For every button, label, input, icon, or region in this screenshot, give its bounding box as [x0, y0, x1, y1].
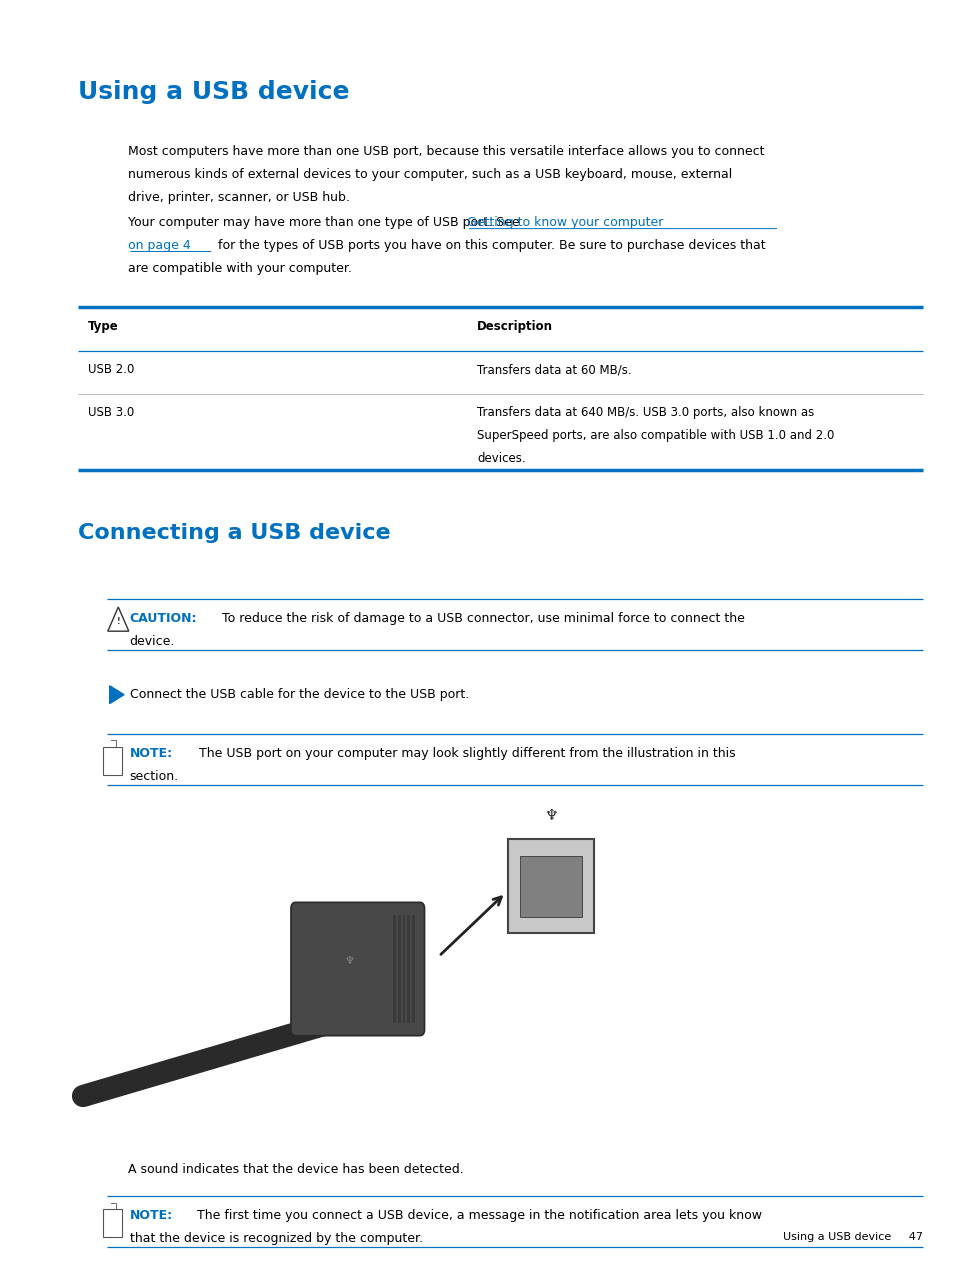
- Text: Most computers have more than one USB port, because this versatile interface all: Most computers have more than one USB po…: [128, 145, 763, 157]
- FancyBboxPatch shape: [103, 747, 122, 775]
- Text: The USB port on your computer may look slightly different from the illustration : The USB port on your computer may look s…: [187, 747, 735, 759]
- Polygon shape: [110, 686, 124, 704]
- Text: Using a USB device     47: Using a USB device 47: [782, 1232, 923, 1242]
- FancyBboxPatch shape: [507, 839, 594, 933]
- Text: Getting to know your computer: Getting to know your computer: [466, 216, 662, 229]
- Text: Transfers data at 640 MB/s. USB 3.0 ports, also known as: Transfers data at 640 MB/s. USB 3.0 port…: [476, 406, 814, 419]
- Text: Connecting a USB device: Connecting a USB device: [78, 523, 391, 544]
- Text: NOTE:: NOTE:: [130, 1209, 172, 1222]
- Text: Transfers data at 60 MB/s.: Transfers data at 60 MB/s.: [476, 363, 631, 376]
- Text: !: !: [116, 616, 120, 626]
- Text: for the types of USB ports you have on this computer. Be sure to purchase device: for the types of USB ports you have on t…: [213, 239, 764, 251]
- FancyBboxPatch shape: [291, 903, 424, 1036]
- Text: USB 3.0: USB 3.0: [88, 406, 133, 419]
- Text: ♆: ♆: [345, 956, 355, 966]
- Text: Description: Description: [476, 320, 553, 333]
- Text: NOTE:: NOTE:: [130, 747, 172, 759]
- FancyBboxPatch shape: [519, 856, 581, 917]
- Bar: [397, 916, 400, 1024]
- Text: The first time you connect a USB device, a message in the notification area lets: The first time you connect a USB device,…: [185, 1209, 761, 1222]
- Text: To reduce the risk of damage to a USB connector, use minimal force to connect th: To reduce the risk of damage to a USB co…: [213, 612, 743, 625]
- Text: drive, printer, scanner, or USB hub.: drive, printer, scanner, or USB hub.: [128, 190, 350, 203]
- Text: devices.: devices.: [476, 452, 525, 465]
- Text: SuperSpeed ports, are also compatible with USB 1.0 and 2.0: SuperSpeed ports, are also compatible wi…: [476, 429, 834, 442]
- Text: are compatible with your computer.: are compatible with your computer.: [128, 262, 352, 274]
- Text: Using a USB device: Using a USB device: [78, 80, 350, 104]
- Text: numerous kinds of external devices to your computer, such as a USB keyboard, mou: numerous kinds of external devices to yo…: [128, 168, 731, 180]
- Bar: [402, 916, 405, 1024]
- Text: Type: Type: [88, 320, 118, 333]
- Text: USB 2.0: USB 2.0: [88, 363, 134, 376]
- Text: Connect the USB cable for the device to the USB port.: Connect the USB cable for the device to …: [130, 688, 469, 701]
- Text: that the device is recognized by the computer.: that the device is recognized by the com…: [130, 1232, 422, 1245]
- Text: section.: section.: [130, 770, 178, 782]
- Text: A sound indicates that the device has been detected.: A sound indicates that the device has be…: [128, 1163, 463, 1176]
- Bar: [407, 916, 410, 1024]
- Text: device.: device.: [130, 635, 175, 648]
- Bar: [393, 916, 395, 1024]
- FancyBboxPatch shape: [103, 1209, 122, 1237]
- Text: ♆: ♆: [543, 808, 558, 823]
- Bar: [412, 916, 415, 1024]
- Text: on page 4: on page 4: [128, 239, 191, 251]
- Text: Your computer may have more than one type of USB port. See: Your computer may have more than one typ…: [128, 216, 523, 229]
- Text: CAUTION:: CAUTION:: [130, 612, 197, 625]
